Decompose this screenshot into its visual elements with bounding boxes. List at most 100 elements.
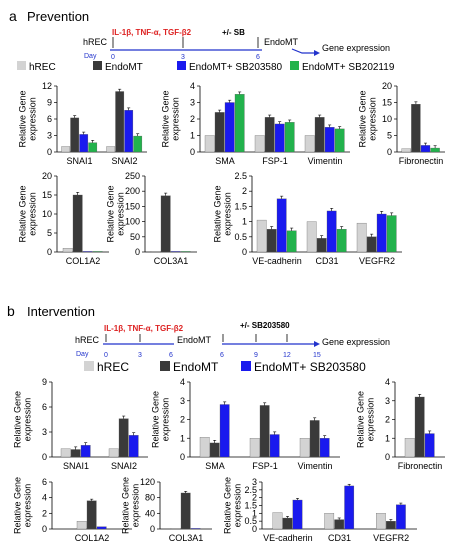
- timeline-b-treatment: IL-1β, TNF-α, TGF-β2: [104, 324, 184, 333]
- chart-a6: Relative Geneexpression 0 0.5 1 1.5 2 2.5 VE-ca…: [213, 171, 402, 266]
- legend-b-swatch: [84, 361, 94, 371]
- timeline-a-readout-arrow: [291, 48, 318, 54]
- y-axis-label-line: expression: [28, 97, 38, 141]
- y-axis-label-line: expression: [233, 484, 243, 528]
- timeline-a-readout: Gene expression: [322, 43, 390, 53]
- bar: [133, 135, 143, 153]
- legend-a-swatch: [177, 61, 186, 70]
- bar: [86, 500, 97, 530]
- bar: [334, 128, 345, 153]
- x-tick-label: SNAI2: [111, 461, 137, 471]
- y-tick-label: 10: [382, 114, 392, 124]
- bar: [324, 513, 335, 530]
- y-tick-label: 200: [125, 186, 140, 196]
- y-tick-label: 0: [242, 247, 247, 257]
- bar: [62, 248, 73, 253]
- bar: [80, 445, 91, 458]
- bar: [124, 110, 134, 153]
- x-tick-label: Vimentin: [298, 461, 333, 471]
- bar: [274, 123, 285, 153]
- y-tick-label: 0: [150, 524, 155, 534]
- bar: [414, 396, 425, 458]
- chart-a2: Relative Geneexpression 0 1 2 3 4 SMA FSP-1 Vime…: [161, 81, 350, 166]
- y-tick-label: 1: [180, 433, 185, 443]
- panel-b-letter: b: [7, 303, 15, 319]
- chart-a4: Relative Geneexpression 0 5 10 15 20 COL1A2: [18, 171, 109, 266]
- x-tick-label: COL1A2: [75, 533, 110, 543]
- timeline-a-end: EndoMT: [264, 37, 299, 47]
- bar: [356, 222, 367, 253]
- y-tick-label: 4: [385, 377, 390, 387]
- y-tick-label: 1: [385, 433, 390, 443]
- bar: [306, 221, 317, 253]
- y-tick-label: 2: [242, 186, 247, 196]
- bar: [108, 448, 119, 458]
- y-tick-label: 9: [42, 377, 47, 387]
- y-tick-label: 1.5: [244, 501, 257, 511]
- y-tick-label: 3: [42, 427, 47, 437]
- y-tick-label: 12: [42, 81, 52, 91]
- y-axis-label: Relative Geneexpression: [18, 185, 38, 242]
- legend-b-swatch: [160, 361, 170, 371]
- bar: [214, 112, 225, 153]
- x-tick-label: VEGFR2: [359, 256, 395, 266]
- y-tick-label: 150: [125, 201, 140, 211]
- legend-a-label: EndoMT: [105, 62, 143, 73]
- y-tick-label: 1: [252, 508, 257, 518]
- bar: [118, 418, 129, 458]
- timeline-a-treatment: IL-1β, TNF-α, TGF-β2: [112, 28, 192, 37]
- y-tick-label: 4: [190, 81, 195, 91]
- bar: [170, 251, 181, 253]
- bar: [324, 127, 335, 153]
- y-tick-label: 15: [42, 190, 52, 200]
- bar: [190, 528, 201, 530]
- bar: [366, 236, 377, 253]
- y-axis-label: Relative Geneexpression: [18, 90, 38, 147]
- x-tick-label: Fibronectin: [399, 156, 444, 166]
- bar: [160, 195, 171, 253]
- timeline-b-day: 6: [169, 352, 173, 359]
- bar: [96, 526, 107, 530]
- bar: [170, 528, 181, 530]
- bar: [128, 435, 139, 458]
- bar: [424, 433, 435, 458]
- legend-a-swatch: [290, 61, 299, 70]
- bar: [376, 513, 386, 530]
- y-axis-label: Relative Geneexpression: [13, 477, 33, 534]
- y-tick-label: 0: [47, 147, 52, 157]
- legend-a-label: EndoMT+ SB202119: [302, 62, 395, 73]
- bar: [88, 142, 98, 153]
- y-tick-label: 250: [125, 171, 140, 181]
- y-tick-label: 2: [42, 508, 47, 518]
- bar: [234, 94, 245, 153]
- x-tick-label: VE-cadherin: [263, 533, 313, 543]
- y-axis-label-line: Relative Gene: [223, 477, 233, 534]
- y-tick-label: 1: [190, 131, 195, 141]
- timeline-b-readout: Gene expression: [322, 337, 390, 347]
- timeline-a-start: hREC: [83, 37, 108, 47]
- bar: [411, 104, 421, 153]
- timeline-b-day: 0: [104, 352, 108, 359]
- legend-b: hREC EndoMT EndoMT+ SB203580: [84, 360, 366, 374]
- bar: [70, 117, 80, 153]
- legend-b-label: hREC: [97, 360, 129, 374]
- x-tick-label: SMA: [205, 461, 225, 471]
- bar: [92, 251, 103, 253]
- panel-b-title: Intervention: [27, 304, 95, 319]
- bar: [180, 492, 191, 530]
- chart-a1: Relative Geneexpression 0 3 6 9 12 SNAI1 SNAI2: [18, 81, 147, 166]
- bar: [319, 438, 330, 458]
- x-tick-label: VE-cadherin: [252, 256, 302, 266]
- bar: [269, 434, 280, 458]
- bar: [180, 251, 191, 253]
- bar: [404, 438, 415, 458]
- x-tick-label: SNAI2: [111, 156, 137, 166]
- timeline-a-inhibitor: +/- SB: [222, 28, 245, 37]
- y-axis-label-line: Relative Gene: [151, 391, 161, 448]
- chart-b2: Relative Geneexpression 0 1 2 3 4 SMA FSP-1 Vime…: [151, 377, 340, 471]
- timeline-b-day: 15: [313, 352, 321, 359]
- timeline-b-mid: EndoMT: [177, 335, 212, 345]
- y-axis-label-line: expression: [223, 192, 233, 236]
- y-axis-label-line: Relative Gene: [213, 185, 223, 242]
